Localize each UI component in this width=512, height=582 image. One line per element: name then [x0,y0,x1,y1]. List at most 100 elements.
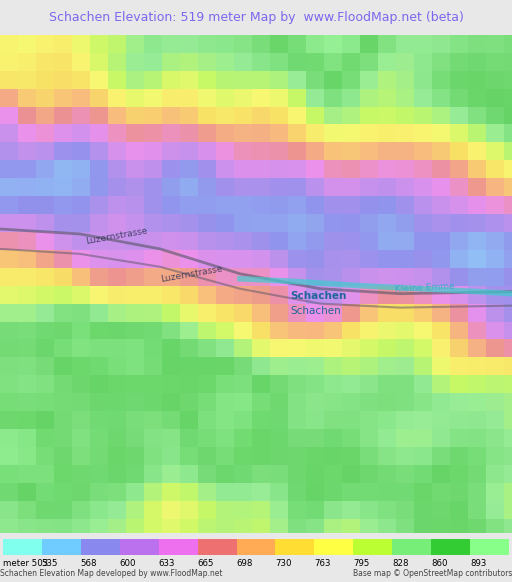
Bar [180,35,198,53]
Bar [18,321,36,339]
Bar [270,88,288,107]
Bar [180,519,198,533]
Bar [252,357,270,375]
Bar [288,160,306,178]
Bar [432,125,450,143]
Bar [432,232,450,250]
Bar [36,483,54,501]
Bar [396,339,414,357]
Bar [360,214,378,232]
Bar [162,214,180,232]
Bar [504,429,512,447]
Bar [252,501,270,519]
Bar [342,232,360,250]
Bar [342,286,360,304]
Bar [36,411,54,429]
Bar [198,539,237,555]
Bar [198,125,216,143]
Bar [108,483,126,501]
Bar [486,465,504,483]
Bar [252,519,270,533]
Bar [144,339,162,357]
Bar [288,71,306,88]
Bar [198,375,216,393]
Bar [180,447,198,465]
Bar [396,304,414,321]
Bar [144,501,162,519]
Bar [486,214,504,232]
Bar [72,35,90,53]
Bar [180,196,198,214]
Bar [0,357,18,375]
Bar [198,411,216,429]
Bar [396,286,414,304]
Bar [378,143,396,160]
Bar [216,178,234,196]
Bar [288,53,306,71]
Bar [90,250,108,268]
Bar [306,268,324,286]
Bar [36,250,54,268]
Bar [486,160,504,178]
Bar [180,304,198,321]
Text: Schachen: Schachen [290,290,347,301]
Bar [396,196,414,214]
Bar [324,107,342,125]
Bar [216,71,234,88]
Bar [270,357,288,375]
Bar [450,393,468,411]
Text: Schachen: Schachen [290,306,341,315]
Bar [216,447,234,465]
Bar [486,268,504,286]
Bar [450,268,468,286]
Bar [360,519,378,533]
Bar [162,160,180,178]
Bar [306,393,324,411]
Bar [360,53,378,71]
Bar [162,53,180,71]
Bar [360,393,378,411]
Bar [162,501,180,519]
Bar [108,411,126,429]
Bar [234,357,252,375]
Bar [378,35,396,53]
Bar [306,107,324,125]
Bar [0,178,18,196]
Bar [216,107,234,125]
Bar [396,107,414,125]
Bar [36,232,54,250]
Bar [126,71,144,88]
Bar [378,519,396,533]
Bar [288,501,306,519]
Bar [504,125,512,143]
Bar [378,250,396,268]
Bar [252,35,270,53]
Bar [450,107,468,125]
Bar [54,214,72,232]
Bar [306,71,324,88]
Bar [360,143,378,160]
Bar [0,107,18,125]
Bar [36,357,54,375]
Bar [288,429,306,447]
Bar [198,88,216,107]
Bar [162,411,180,429]
Bar [18,519,36,533]
Text: 698: 698 [237,559,253,568]
Bar [486,125,504,143]
Bar [162,232,180,250]
Bar [126,196,144,214]
Bar [504,375,512,393]
Bar [108,429,126,447]
Bar [18,483,36,501]
Bar [324,232,342,250]
Bar [234,125,252,143]
Bar [252,196,270,214]
Bar [180,357,198,375]
Bar [180,71,198,88]
Bar [180,393,198,411]
Bar [108,357,126,375]
Bar [36,465,54,483]
Bar [216,501,234,519]
Bar [162,375,180,393]
